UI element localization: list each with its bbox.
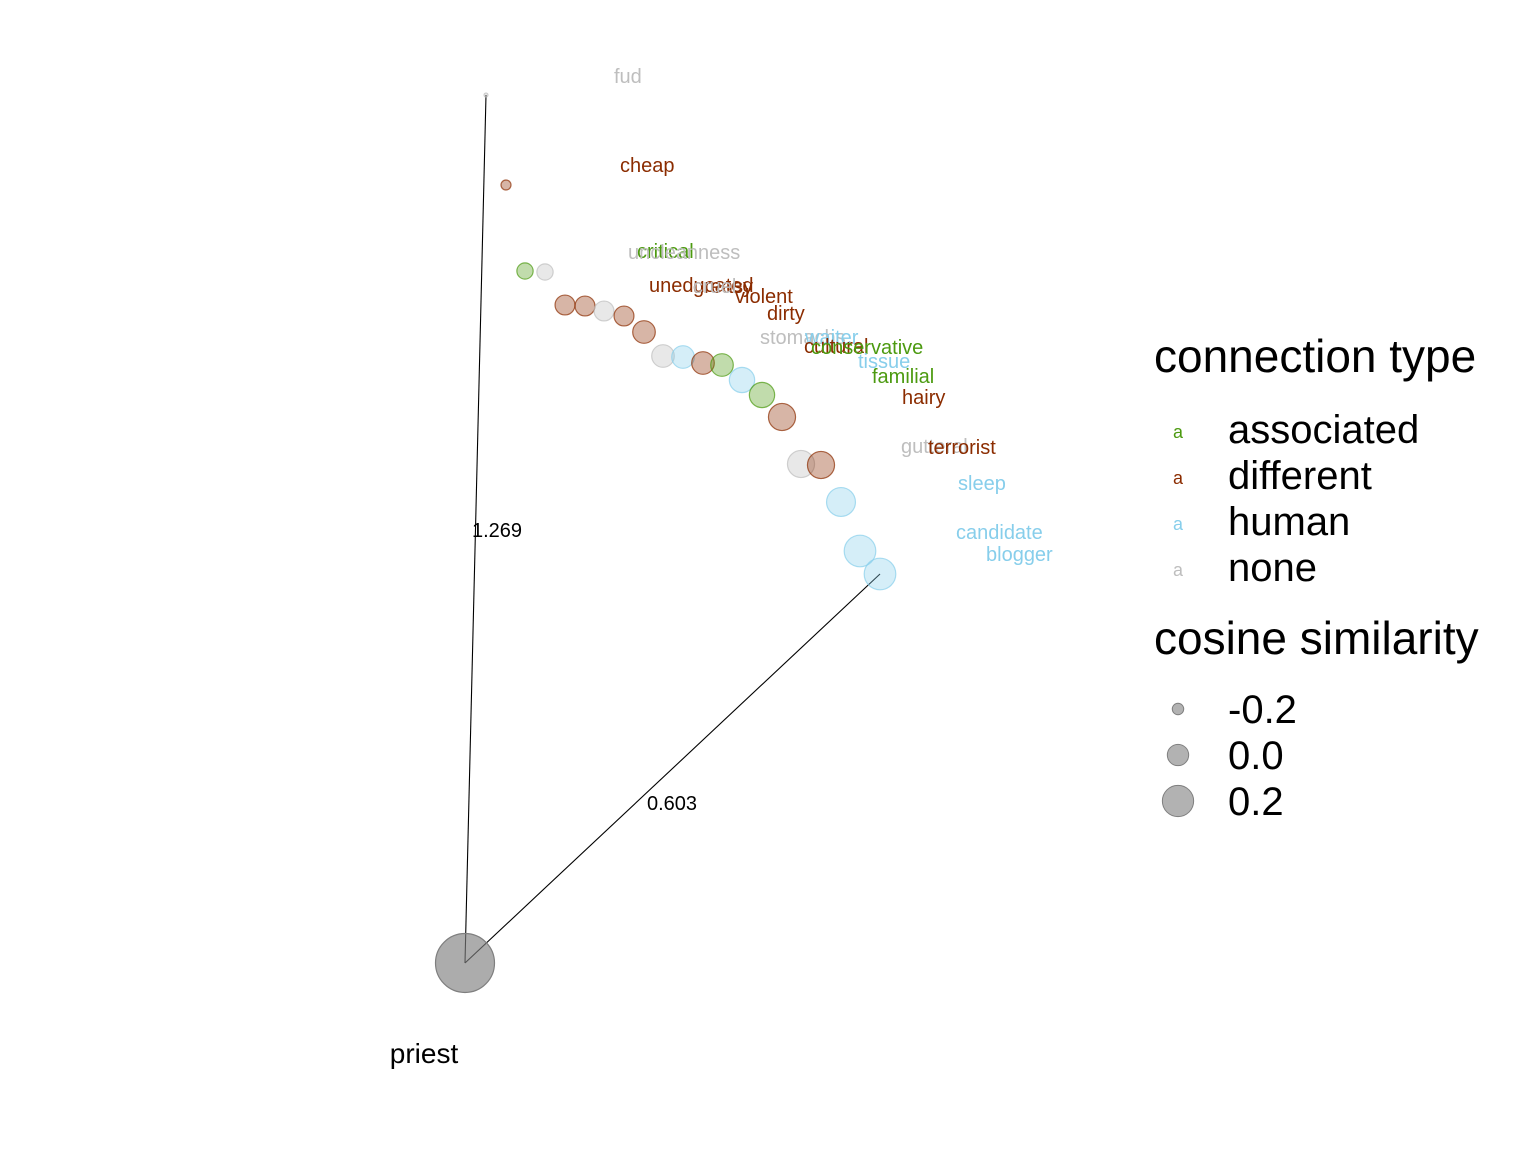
legend-size-circle	[1166, 743, 1190, 767]
word-label-critical: critical	[637, 241, 694, 263]
word-label-greasy: greasy	[693, 276, 753, 298]
word-label-sleep: sleep	[958, 473, 1006, 495]
origin-node	[434, 932, 496, 994]
point-terrorist	[806, 450, 836, 480]
point-cruel	[593, 300, 615, 322]
word-label-conservative: conservative	[811, 337, 923, 359]
point-blogger	[863, 557, 897, 591]
legend-label-associated: associated	[1228, 408, 1419, 452]
legend-swatch-none: a	[1173, 560, 1184, 580]
edges-layer	[464, 94, 881, 964]
point-dirty	[632, 320, 656, 344]
point-candidate	[843, 534, 877, 568]
edge-line-short	[464, 573, 881, 964]
point-critical	[516, 262, 534, 280]
edge-label-long: 1.269	[472, 520, 522, 542]
legend-label-none: none	[1228, 546, 1317, 590]
word-label-blogger: blogger	[986, 544, 1053, 566]
legend-size-label: 0.2	[1228, 780, 1284, 824]
points-layer	[434, 92, 897, 994]
point-sleep	[825, 486, 857, 518]
word-label-violent: violent	[735, 286, 793, 308]
legend-label-human: human	[1228, 500, 1350, 544]
word-label-dirty: dirty	[767, 303, 805, 325]
point-violent	[613, 305, 635, 327]
legend-size-circle	[1161, 784, 1195, 818]
legend-size-label: -0.2	[1228, 688, 1297, 732]
point-tissue	[728, 366, 756, 394]
word-label-cruel: cruel	[693, 276, 736, 298]
legend-size-items: -0.20.00.2	[1161, 688, 1297, 824]
point-cheap	[500, 179, 512, 191]
word-label-gutteral: gutteral	[901, 436, 968, 458]
origin-word-label: priest	[390, 1038, 459, 1069]
word-label-familial: familial	[872, 366, 934, 388]
word-label-stomachs: stomachs	[760, 327, 846, 349]
point-waiter	[671, 345, 695, 369]
legend-size-label: 0.0	[1228, 734, 1284, 778]
word-label-fud: fud	[614, 66, 642, 88]
word-label-uneducated: uneducated	[649, 275, 754, 297]
point-hairy	[767, 402, 797, 432]
legend-color-items: a associated a different a human a none	[1173, 408, 1419, 590]
point-conservative	[710, 353, 734, 377]
legend-color-title: connection type	[1154, 330, 1476, 382]
word-label-tissue: tissue	[858, 351, 910, 373]
point-gutteral	[786, 449, 816, 479]
legend-swatch-different: a	[1173, 468, 1184, 488]
edge-line-long	[464, 94, 487, 964]
word-label-terrorist: terrorist	[928, 437, 996, 459]
word-label-cheap: cheap	[620, 155, 675, 177]
word-label-cultural: cultural	[804, 336, 868, 358]
legend-size-circle	[1171, 702, 1185, 716]
legend-size-title: cosine similarity	[1154, 612, 1479, 664]
word-label-uncleanness: uncleanness	[628, 242, 740, 264]
word-label-waiter: waiter	[804, 327, 859, 349]
legend-label-different: different	[1228, 454, 1372, 498]
legend-swatch-associated: a	[1173, 422, 1184, 442]
legend: connection type a associated a different a hu…	[1154, 330, 1479, 824]
word-label-hairy: hairy	[902, 387, 945, 409]
word-label-candidate: candidate	[956, 522, 1043, 544]
point-uneducated	[554, 294, 576, 316]
point-fud	[483, 92, 489, 98]
legend-swatch-human: a	[1173, 514, 1184, 534]
point-uncleanness	[536, 263, 554, 281]
edge-label-short: 0.603	[647, 793, 697, 815]
point-familial	[748, 381, 776, 409]
point-stomachs	[651, 344, 675, 368]
point-cultural	[691, 351, 715, 375]
point-greasy	[574, 295, 596, 317]
